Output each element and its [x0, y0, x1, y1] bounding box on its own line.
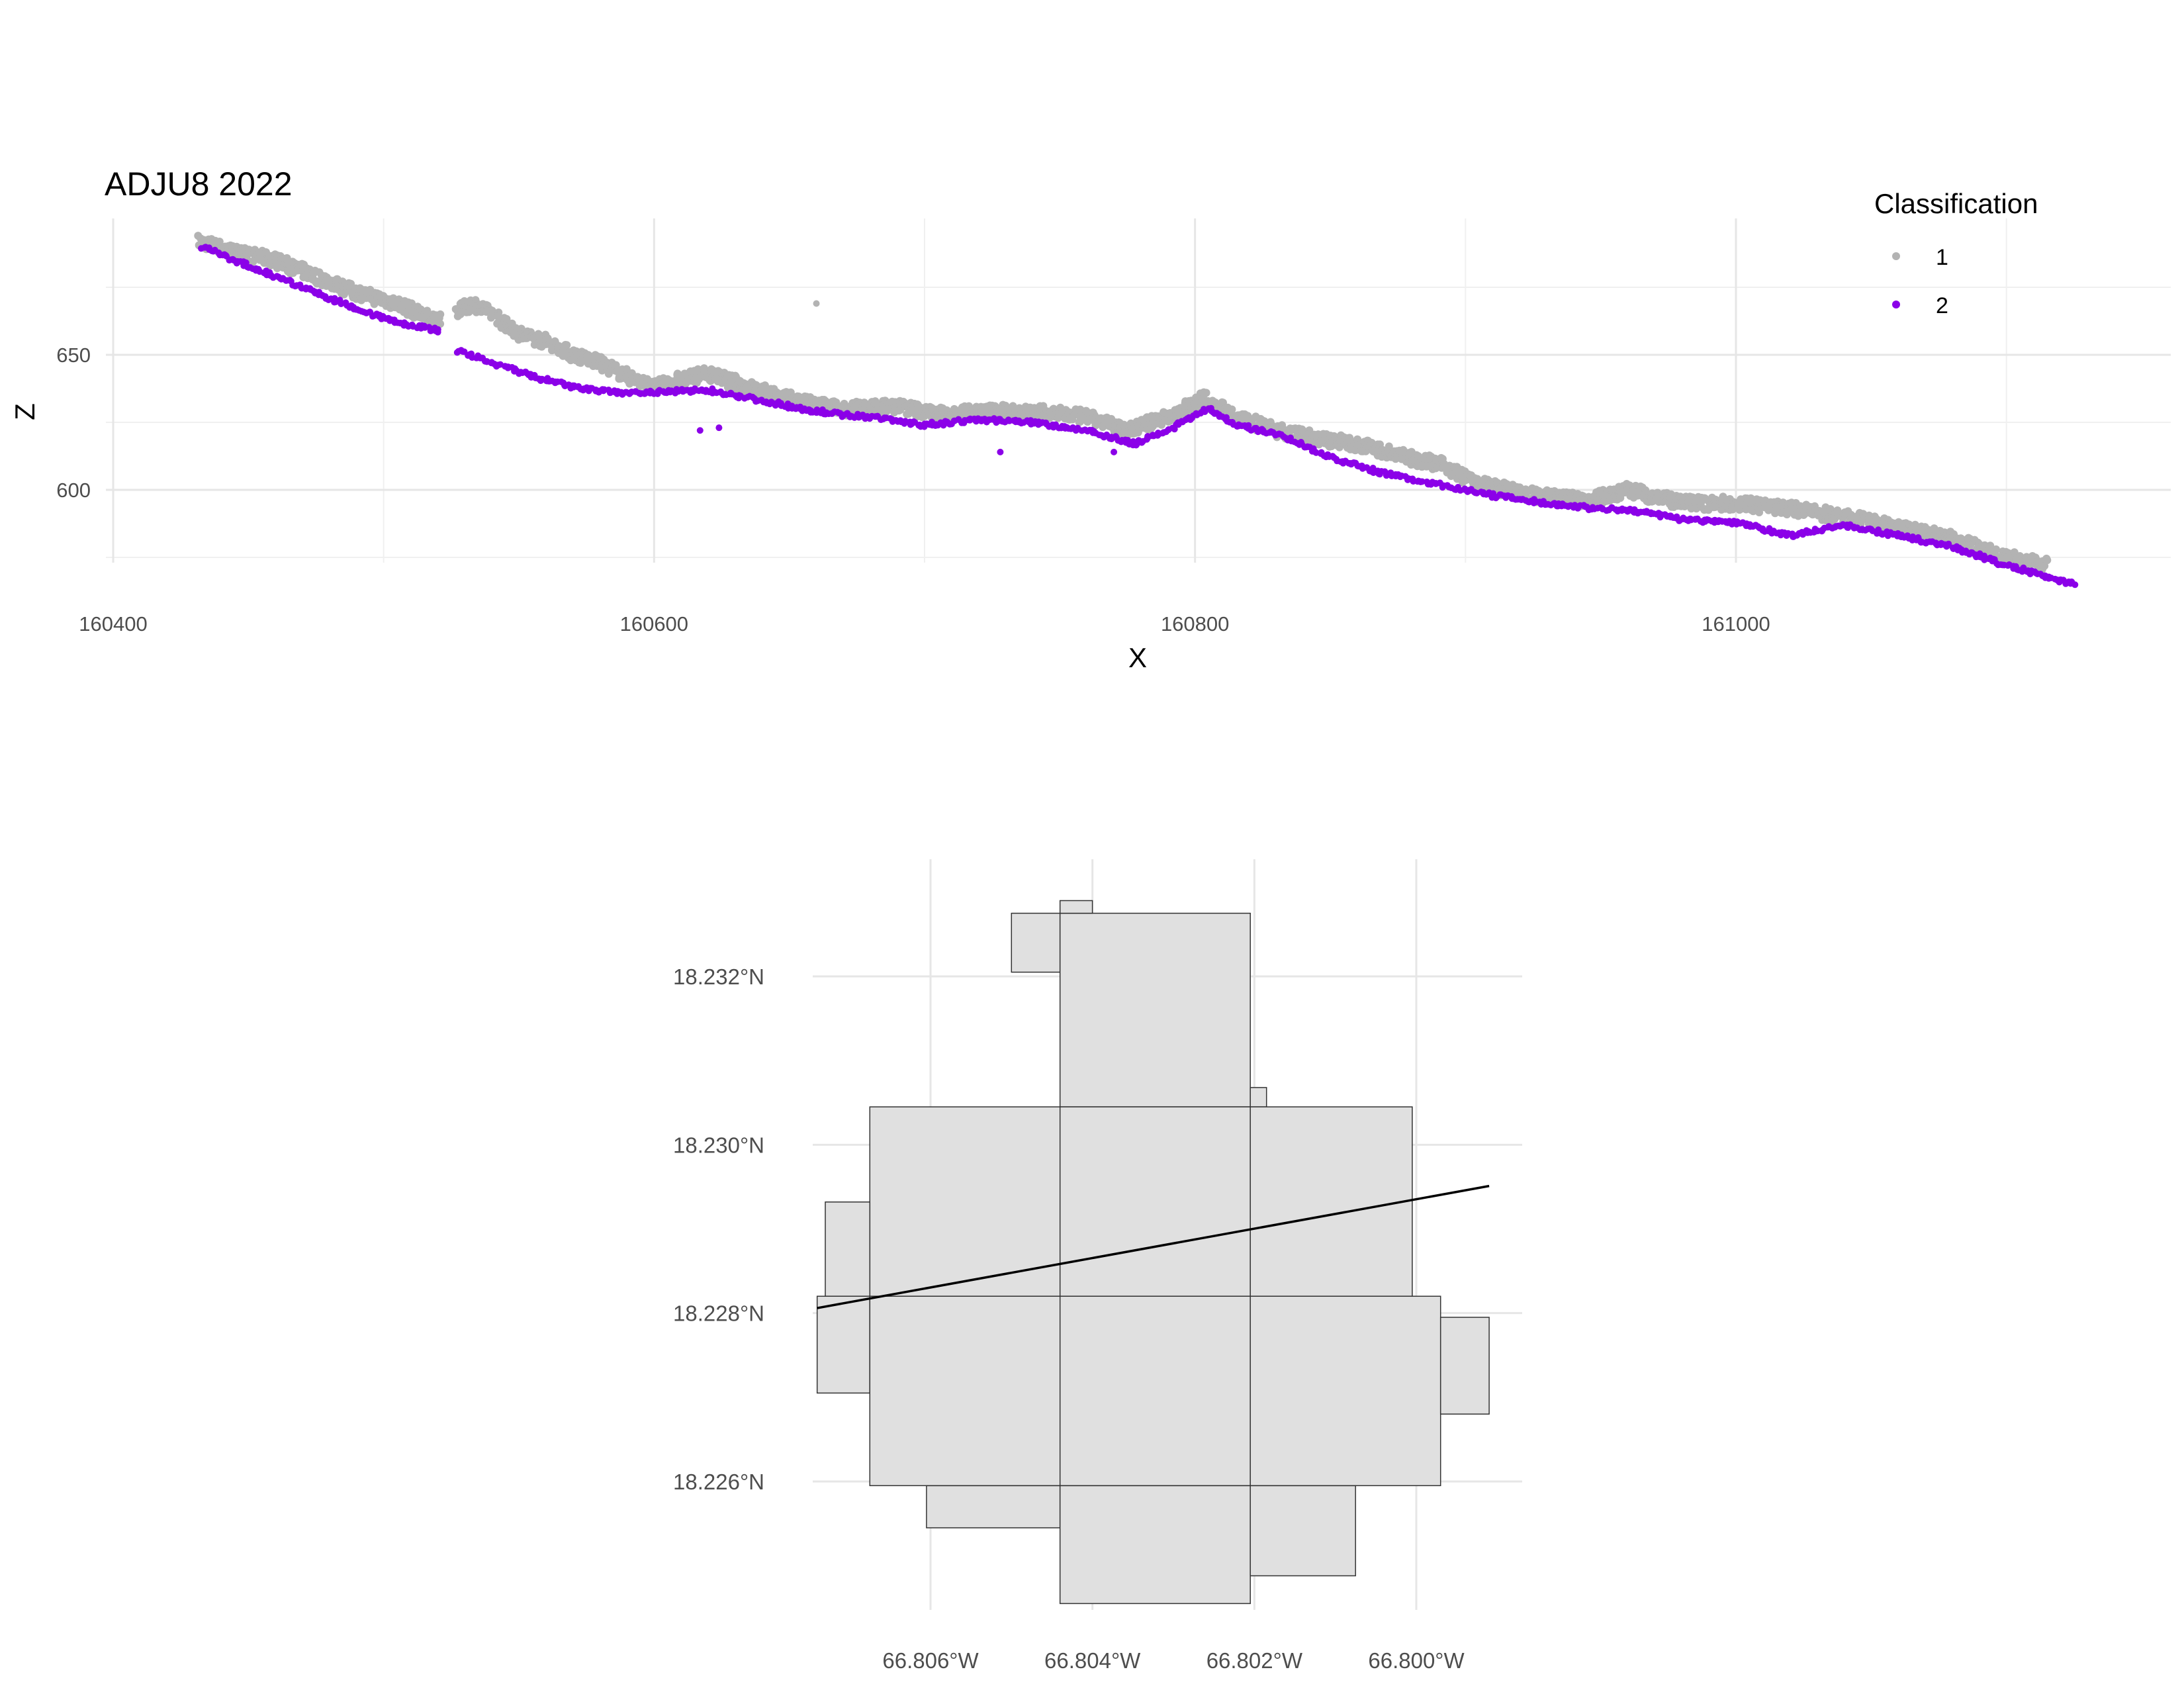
- series-1-points: [194, 232, 2052, 575]
- map-tile: [1059, 1106, 1251, 1297]
- series-1-point: [2042, 554, 2051, 563]
- series-1-point: [1219, 399, 1227, 407]
- map-longitude-label: 66.802°W: [1206, 1648, 1303, 1673]
- transect-line: [817, 1184, 1490, 1309]
- series-2-point: [1418, 478, 1426, 485]
- legend-title: Classification: [1874, 188, 2038, 219]
- legend-key-2: [1892, 301, 1900, 308]
- map-latitude-label: 18.226°N: [673, 1470, 764, 1494]
- series-1-point: [1755, 508, 1764, 516]
- x-tick-label: 161000: [1702, 612, 1770, 635]
- map-tile: [1250, 1295, 1441, 1487]
- map-tile: [816, 1295, 870, 1394]
- x-tick-label: 160400: [79, 612, 147, 635]
- series-1-outlier-point: [813, 300, 820, 307]
- y-tick-label: 600: [56, 479, 91, 502]
- map-longitude-label: 66.806°W: [882, 1648, 979, 1673]
- legend: Classification 1 2: [1874, 188, 2038, 318]
- series-2-point: [1409, 475, 1416, 483]
- series-1-point: [1992, 545, 2000, 553]
- series-2-point: [2071, 581, 2079, 588]
- map-latitude-label: 18.230°N: [673, 1133, 764, 1157]
- series-2-outlier-point: [997, 448, 1004, 455]
- chart-title: ADJU8 2022: [105, 165, 293, 203]
- profile-scatter-panel: ADJU8 2022 160400 160600 160800 161000 6006…: [9, 165, 2171, 673]
- series-1-point: [436, 320, 445, 328]
- series-2-point: [1945, 540, 1952, 547]
- series-1-point: [563, 341, 571, 350]
- series-2-outlier-point: [715, 424, 723, 432]
- map-tile: [1250, 1485, 1356, 1577]
- y-axis-label: Z: [9, 403, 40, 420]
- map-longitude-labels: 66.806°W 66.804°W 66.802°W 66.800°W: [882, 1648, 1465, 1673]
- series-2-outlier-point: [696, 427, 704, 434]
- map-tile: [869, 1295, 1061, 1487]
- series-1-point: [1202, 389, 1210, 397]
- x-tick-labels: 160400 160600 160800 161000: [79, 612, 1770, 635]
- series-1-point: [1228, 405, 1236, 414]
- map-tile: [1059, 1295, 1251, 1487]
- map-longitude-label: 66.800°W: [1368, 1648, 1465, 1673]
- map-tile: [1250, 1106, 1413, 1297]
- y-tick-label: 650: [56, 344, 91, 367]
- series-1-point: [1249, 415, 1257, 423]
- series-2-point: [434, 328, 441, 336]
- series-2-point: [2019, 568, 2026, 575]
- legend-label-2: 2: [1936, 293, 1948, 318]
- map-tile: [1439, 1317, 1490, 1415]
- map-tile: [1059, 1485, 1251, 1605]
- series-1-point: [502, 314, 511, 323]
- series-1-point: [1616, 494, 1625, 502]
- x-axis-label: X: [1128, 642, 1147, 673]
- map-latitude-label: 18.228°N: [673, 1301, 764, 1326]
- map-tile: [825, 1201, 871, 1297]
- map-tile: [1011, 912, 1061, 973]
- tile-map-panel: 66.806°W 66.804°W 66.802°W 66.800°W 18.232°…: [673, 859, 1522, 1673]
- map-tile: [1250, 1087, 1267, 1107]
- map-latitude-label: 18.232°N: [673, 964, 764, 989]
- map-tile: [1059, 900, 1093, 914]
- map-latitude-labels: 18.232°N 18.230°N 18.228°N 18.226°N: [673, 964, 764, 1494]
- series-2-point: [222, 252, 230, 259]
- series-1-point: [436, 310, 445, 318]
- map-tile: [1059, 912, 1251, 1107]
- legend-key-1: [1892, 252, 1900, 260]
- map-tile: [869, 1106, 1061, 1297]
- legend-label-1: 1: [1936, 245, 1948, 270]
- y-tick-labels: 600 650: [56, 344, 91, 502]
- series-1-point: [215, 238, 224, 246]
- map-tiles: [816, 900, 1490, 1605]
- series-2-outlier-point: [1111, 448, 1118, 455]
- series-2-points: [198, 244, 2079, 588]
- series-1-point: [1165, 416, 1174, 425]
- x-tick-label: 160600: [620, 612, 688, 635]
- map-longitude-label: 66.804°W: [1044, 1648, 1141, 1673]
- map-tile: [926, 1485, 1061, 1528]
- x-tick-label: 160800: [1161, 612, 1229, 635]
